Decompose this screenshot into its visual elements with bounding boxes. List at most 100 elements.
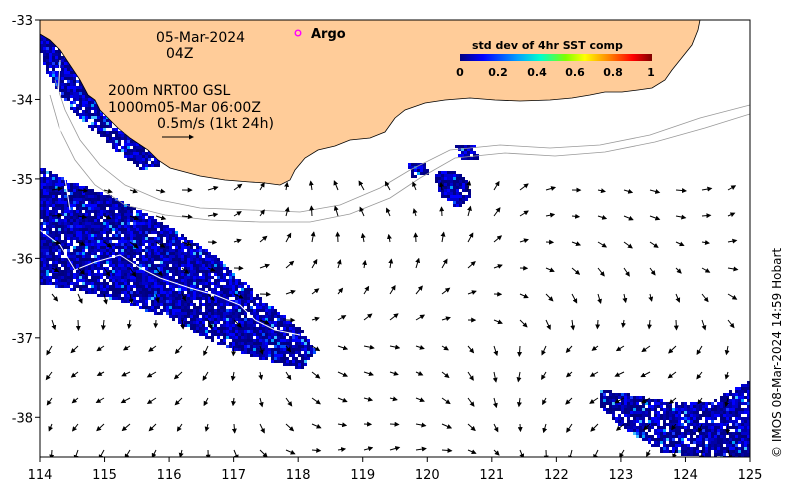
sst-cell xyxy=(702,444,705,447)
sst-cell xyxy=(190,264,193,267)
current-arrow xyxy=(77,267,86,275)
sst-cell xyxy=(286,321,289,324)
sst-cell xyxy=(603,405,606,408)
sst-cell xyxy=(139,252,142,255)
sst-cell xyxy=(196,273,199,276)
sst-cell xyxy=(669,426,672,429)
sst-cell xyxy=(166,294,169,297)
sst-cell xyxy=(178,282,181,285)
sst-cell xyxy=(76,279,79,282)
sst-cell xyxy=(166,234,169,237)
sst-cell xyxy=(112,261,115,264)
sst-cell xyxy=(52,65,55,68)
sst-cell xyxy=(693,402,696,405)
sst-cell xyxy=(211,333,214,336)
sst-cell xyxy=(85,267,88,270)
sst-cell xyxy=(630,426,633,429)
sst-cell xyxy=(199,303,202,306)
sst-cell xyxy=(615,417,618,420)
x-axis: 114 115 116 117 118 119 120 121 122 123 124 125 xyxy=(28,457,762,483)
sst-cell xyxy=(220,318,223,321)
sst-cell xyxy=(277,321,280,324)
sst-cell xyxy=(130,207,133,210)
sst-cell xyxy=(741,423,744,426)
sst-cell xyxy=(49,282,52,285)
sst-cell xyxy=(136,164,139,167)
current-arrow xyxy=(727,266,739,272)
sst-cell xyxy=(166,252,169,255)
sst-cell xyxy=(88,204,91,207)
sst-cell xyxy=(85,198,88,201)
sst-cell xyxy=(223,303,226,306)
sst-cell xyxy=(151,309,154,312)
sst-cell xyxy=(259,354,262,357)
sst-cell xyxy=(133,303,136,306)
sst-cell xyxy=(726,393,729,396)
sst-cell xyxy=(247,336,250,339)
sst-cell xyxy=(238,306,241,309)
sst-cell xyxy=(411,169,414,172)
sst-cell xyxy=(49,204,52,207)
current-arrow xyxy=(48,423,54,432)
current-arrow xyxy=(154,293,160,303)
sst-cell xyxy=(97,198,100,201)
sst-cell xyxy=(127,285,130,288)
sst-cell xyxy=(714,450,717,453)
sst-cell xyxy=(79,219,82,222)
sst-cell xyxy=(232,306,235,309)
sst-cell xyxy=(160,303,163,306)
sst-cell xyxy=(151,300,154,303)
sst-cell xyxy=(747,387,750,390)
sst-cell xyxy=(307,342,310,345)
sst-cell xyxy=(88,213,91,216)
sst-cell xyxy=(268,318,271,321)
sst-cell xyxy=(690,447,693,450)
sst-cell xyxy=(139,240,142,243)
sst-cell xyxy=(133,161,136,164)
sst-cell xyxy=(46,222,49,225)
sst-cell xyxy=(684,447,687,450)
sst-cell xyxy=(61,210,64,213)
sst-cell xyxy=(55,192,58,195)
sst-cell xyxy=(470,145,473,148)
sst-cell xyxy=(127,243,130,246)
sst-cell xyxy=(657,429,660,432)
sst-cell xyxy=(127,231,130,234)
sst-cell xyxy=(40,47,43,50)
sst-cell xyxy=(130,288,133,291)
current-arrow xyxy=(259,235,268,243)
current-arrow xyxy=(697,423,703,433)
sst-cell xyxy=(103,288,106,291)
sst-cell xyxy=(690,432,693,435)
sst-cell xyxy=(55,285,58,288)
sst-cell xyxy=(205,318,208,321)
sst-cell xyxy=(121,258,124,261)
current-arrow xyxy=(389,313,399,321)
sst-cell xyxy=(148,264,151,267)
sst-cell xyxy=(172,273,175,276)
sst-cell xyxy=(283,363,286,366)
sst-cell xyxy=(160,264,163,267)
sst-cell xyxy=(669,429,672,432)
current-arrow xyxy=(545,293,554,302)
sst-cell xyxy=(624,408,627,411)
sst-cell xyxy=(190,279,193,282)
sst-cell xyxy=(426,169,429,172)
sst-cell xyxy=(609,411,612,414)
current-arrow xyxy=(385,207,391,217)
sst-cell xyxy=(97,288,100,291)
sst-cell xyxy=(467,151,470,154)
sst-cell xyxy=(741,396,744,399)
sst-cell xyxy=(648,441,651,444)
sst-cell xyxy=(106,134,109,137)
sst-cell xyxy=(726,438,729,441)
sst-cell xyxy=(223,339,226,342)
sst-cell xyxy=(639,414,642,417)
sst-cell xyxy=(91,122,94,125)
sst-cell xyxy=(109,246,112,249)
sst-cell xyxy=(747,423,750,426)
sst-cell xyxy=(142,294,145,297)
sst-cell xyxy=(459,201,462,204)
current-arrow xyxy=(649,189,661,194)
sst-cell xyxy=(124,155,127,158)
